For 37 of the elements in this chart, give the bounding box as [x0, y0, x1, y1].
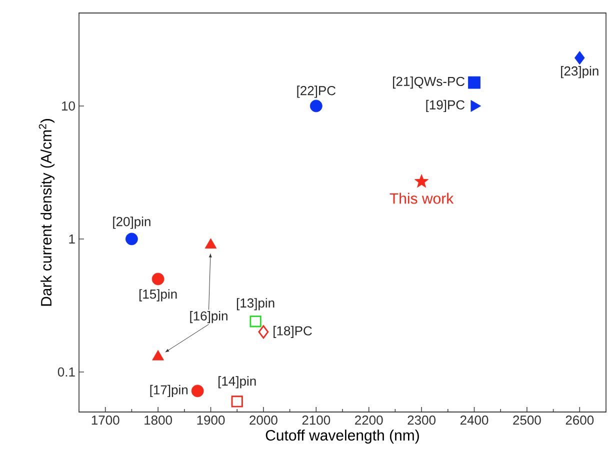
- x-tick-label: 2100: [302, 416, 330, 425]
- text: [16]pin: [190, 310, 228, 324]
- point: [258, 325, 269, 339]
- point: [250, 316, 262, 328]
- series-label: [17]pin: [150, 384, 188, 398]
- x-tick-label: 2600: [566, 416, 594, 425]
- y-tick-label: 0.1: [58, 367, 75, 377]
- point: [191, 384, 204, 398]
- series-label: This work: [390, 192, 454, 204]
- x-tick-label: 1900: [197, 416, 225, 425]
- x-tick-label: 2200: [355, 416, 383, 425]
- x-axis-title: Cutoff wavelength (nm): [266, 430, 419, 444]
- y-axis-title: Dark current density (A/cm$^{2}$): [38, 119, 55, 306]
- series-label: [23]pin: [561, 66, 598, 78]
- series-label: [19]PC: [426, 100, 465, 112]
- x-tick-label: 1800: [144, 416, 172, 425]
- point: [468, 76, 480, 89]
- y-tick-label: 10: [62, 101, 75, 111]
- x-tick-label: 2400: [460, 416, 488, 425]
- x-tick-label: 1700: [92, 416, 120, 425]
- y-tick-label: 1: [69, 234, 75, 244]
- series-label: [20]pin: [113, 216, 150, 229]
- series-label: [18]PC: [274, 326, 312, 338]
- point: [126, 232, 138, 246]
- series-label: [22]PC: [297, 86, 336, 98]
- point: [310, 100, 322, 112]
- series-label: [13]pin: [236, 298, 274, 310]
- x-tick-label: 2300: [408, 416, 436, 425]
- point: [152, 272, 164, 286]
- x-tick-label: 2000: [250, 416, 278, 425]
- x-tick-label: 2500: [513, 416, 541, 425]
- point: [574, 51, 585, 65]
- point: [231, 396, 243, 408]
- series-label: [21]QWs-PC: [393, 76, 465, 89]
- series-label: [15]pin: [139, 289, 177, 302]
- point: [414, 174, 429, 188]
- series-label: [14]pin: [218, 376, 256, 388]
